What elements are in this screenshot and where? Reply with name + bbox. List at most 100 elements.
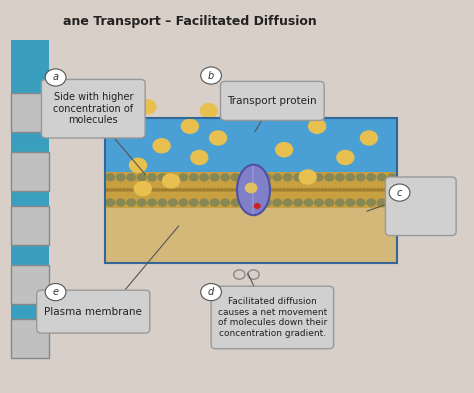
Circle shape xyxy=(200,104,217,118)
Circle shape xyxy=(359,189,362,191)
Circle shape xyxy=(199,189,202,191)
Circle shape xyxy=(182,119,198,133)
Circle shape xyxy=(45,283,66,301)
FancyBboxPatch shape xyxy=(36,290,150,333)
Circle shape xyxy=(325,174,334,181)
Circle shape xyxy=(383,189,386,191)
Circle shape xyxy=(346,174,355,181)
Circle shape xyxy=(164,189,167,191)
Circle shape xyxy=(227,189,230,191)
Text: e: e xyxy=(53,287,59,297)
Circle shape xyxy=(127,174,136,181)
Circle shape xyxy=(172,189,174,191)
Circle shape xyxy=(248,189,251,191)
Circle shape xyxy=(315,174,323,181)
FancyBboxPatch shape xyxy=(41,79,145,138)
Circle shape xyxy=(263,174,271,181)
Circle shape xyxy=(206,189,209,191)
Circle shape xyxy=(148,199,156,206)
Circle shape xyxy=(299,170,316,184)
Circle shape xyxy=(221,174,229,181)
Circle shape xyxy=(200,174,209,181)
Text: Facilitated diffusion
causes a net movement
of molecules down their
concentratio: Facilitated diffusion causes a net movem… xyxy=(218,298,327,338)
Circle shape xyxy=(158,174,167,181)
FancyBboxPatch shape xyxy=(105,172,397,208)
Circle shape xyxy=(352,189,355,191)
Circle shape xyxy=(157,189,160,191)
Circle shape xyxy=(309,119,326,133)
Ellipse shape xyxy=(237,165,270,215)
Circle shape xyxy=(45,69,66,86)
Circle shape xyxy=(283,189,286,191)
FancyBboxPatch shape xyxy=(11,320,48,358)
Circle shape xyxy=(144,189,146,191)
Circle shape xyxy=(286,189,289,191)
Circle shape xyxy=(294,199,302,206)
Circle shape xyxy=(147,189,150,191)
Circle shape xyxy=(220,189,223,191)
Circle shape xyxy=(200,199,209,206)
Circle shape xyxy=(213,189,216,191)
Circle shape xyxy=(137,199,146,206)
Circle shape xyxy=(153,139,170,153)
Circle shape xyxy=(377,189,380,191)
Circle shape xyxy=(210,189,212,191)
Circle shape xyxy=(117,199,125,206)
Circle shape xyxy=(127,199,136,206)
Circle shape xyxy=(139,100,156,114)
Text: ane Transport – Facilitated Diffusion: ane Transport – Facilitated Diffusion xyxy=(63,15,317,28)
Circle shape xyxy=(105,189,108,191)
Circle shape xyxy=(163,174,180,188)
Circle shape xyxy=(224,189,227,191)
Circle shape xyxy=(129,158,146,172)
Text: c: c xyxy=(397,187,402,198)
Circle shape xyxy=(179,199,188,206)
Text: d: d xyxy=(208,287,214,297)
FancyBboxPatch shape xyxy=(211,286,334,349)
Circle shape xyxy=(217,189,219,191)
Circle shape xyxy=(389,184,410,201)
Circle shape xyxy=(363,189,365,191)
Circle shape xyxy=(210,199,219,206)
Circle shape xyxy=(269,189,272,191)
FancyBboxPatch shape xyxy=(11,265,48,304)
Text: b: b xyxy=(208,70,214,81)
Text: a: a xyxy=(53,72,59,83)
Circle shape xyxy=(377,174,386,181)
Circle shape xyxy=(346,199,355,206)
Circle shape xyxy=(245,189,247,191)
Circle shape xyxy=(230,189,233,191)
Circle shape xyxy=(367,199,375,206)
Circle shape xyxy=(276,143,292,157)
Circle shape xyxy=(258,189,261,191)
Circle shape xyxy=(279,189,282,191)
Circle shape xyxy=(255,204,260,208)
Circle shape xyxy=(297,189,300,191)
Circle shape xyxy=(178,189,181,191)
Circle shape xyxy=(117,174,125,181)
Circle shape xyxy=(189,189,191,191)
Circle shape xyxy=(304,189,307,191)
Circle shape xyxy=(192,189,195,191)
Circle shape xyxy=(116,189,118,191)
Circle shape xyxy=(388,174,396,181)
Circle shape xyxy=(304,174,313,181)
Circle shape xyxy=(106,174,115,181)
Circle shape xyxy=(346,189,348,191)
Text: Transport protein: Transport protein xyxy=(228,96,317,106)
Circle shape xyxy=(126,189,129,191)
Circle shape xyxy=(161,189,164,191)
Circle shape xyxy=(342,189,345,191)
Circle shape xyxy=(300,189,303,191)
Circle shape xyxy=(262,189,264,191)
Circle shape xyxy=(169,199,177,206)
Circle shape xyxy=(325,189,328,191)
Circle shape xyxy=(109,189,112,191)
Circle shape xyxy=(356,174,365,181)
Circle shape xyxy=(387,189,390,191)
Circle shape xyxy=(134,182,151,196)
Circle shape xyxy=(190,174,198,181)
Circle shape xyxy=(169,174,177,181)
Circle shape xyxy=(337,151,354,165)
Circle shape xyxy=(325,199,334,206)
